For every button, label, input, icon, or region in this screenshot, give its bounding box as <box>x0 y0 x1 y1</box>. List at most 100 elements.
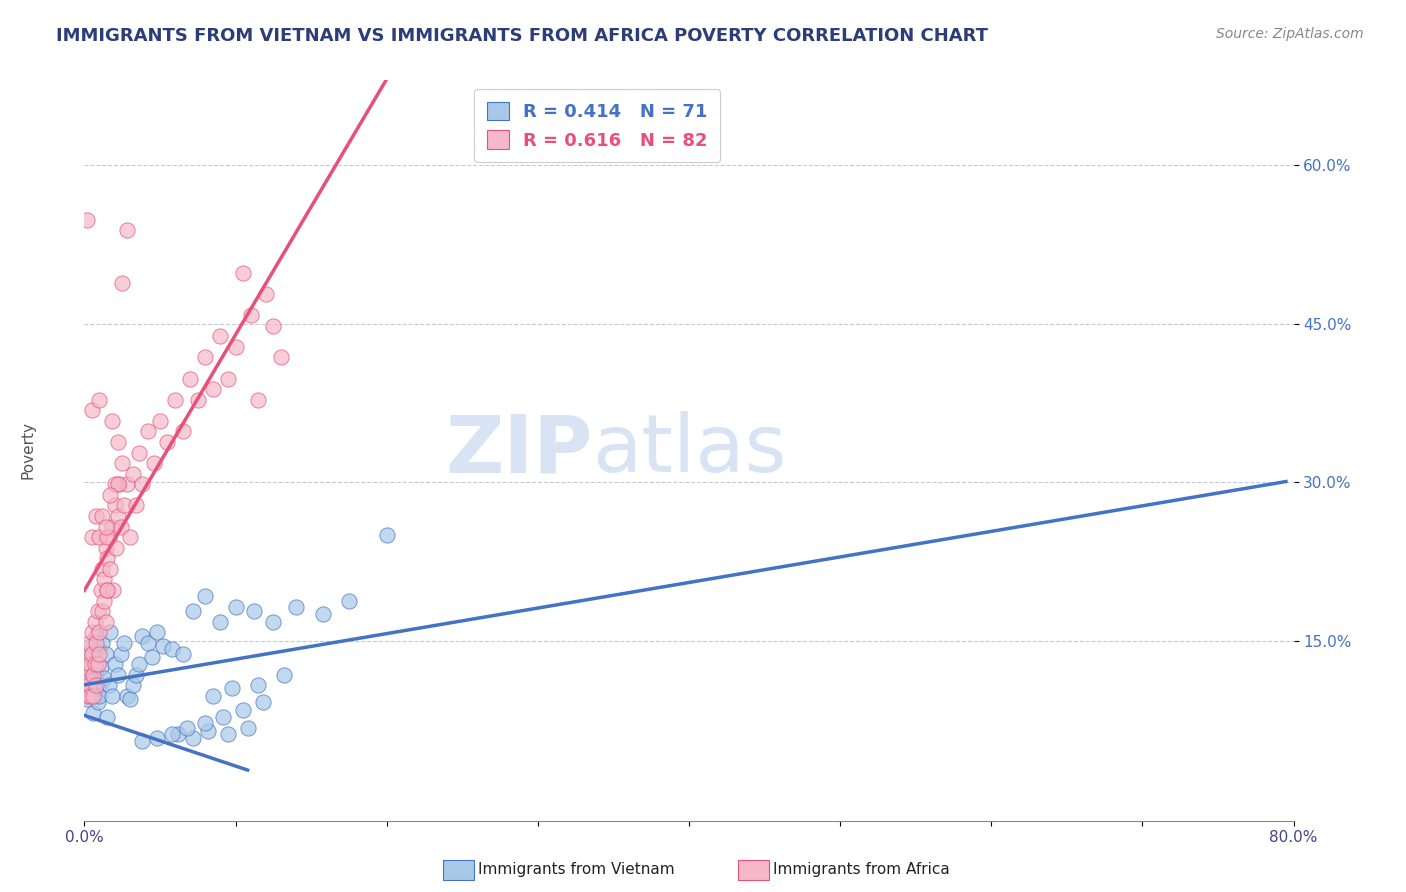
Point <box>131 628 153 642</box>
Point <box>87 657 110 672</box>
Point <box>86 636 108 650</box>
Point <box>84 657 107 672</box>
Point <box>101 583 124 598</box>
Point <box>79 689 101 703</box>
Point <box>84 689 107 703</box>
Point <box>89 647 111 661</box>
Legend: R = 0.414   N = 71, R = 0.616   N = 82: R = 0.414 N = 71, R = 0.616 N = 82 <box>474 89 720 162</box>
Point <box>86 628 108 642</box>
Point <box>217 371 239 385</box>
Point <box>273 667 295 681</box>
Point <box>209 329 232 343</box>
Point <box>76 647 98 661</box>
Point <box>201 382 224 396</box>
Point <box>131 734 153 748</box>
Point <box>89 530 111 544</box>
Point <box>105 541 128 555</box>
Point <box>100 519 122 533</box>
Point <box>107 509 129 524</box>
Point <box>90 583 112 598</box>
Point <box>121 467 143 481</box>
Point <box>262 318 284 333</box>
Point <box>82 706 104 720</box>
Point <box>96 530 118 544</box>
Point <box>146 731 169 746</box>
Point <box>225 340 247 354</box>
Y-axis label: Poverty: Poverty <box>21 421 35 480</box>
Point <box>91 636 114 650</box>
Point <box>232 703 254 717</box>
Point <box>194 716 217 731</box>
Point <box>96 583 118 598</box>
Point <box>115 223 138 237</box>
Point <box>77 636 100 650</box>
Point <box>252 695 274 709</box>
Point <box>87 695 110 709</box>
Point <box>225 599 247 614</box>
Point <box>187 392 209 407</box>
Point <box>217 727 239 741</box>
Point <box>80 530 103 544</box>
Point <box>115 477 138 491</box>
Point <box>136 636 159 650</box>
Point <box>86 667 108 681</box>
Point <box>125 499 148 513</box>
Point <box>100 414 122 428</box>
Point <box>197 723 219 738</box>
Point <box>79 657 101 672</box>
Text: atlas: atlas <box>592 411 786 490</box>
Point <box>104 657 127 672</box>
Text: ZIP: ZIP <box>444 411 592 490</box>
Point <box>108 477 131 491</box>
Point <box>262 615 284 629</box>
Point <box>98 625 121 640</box>
Point <box>111 456 134 470</box>
Point <box>77 678 100 692</box>
Point <box>285 599 308 614</box>
Point <box>110 519 132 533</box>
Point <box>247 392 270 407</box>
Point <box>112 499 135 513</box>
Point <box>128 445 150 459</box>
Point <box>91 509 114 524</box>
Point <box>80 647 103 661</box>
Point <box>172 425 194 439</box>
Point <box>194 590 217 604</box>
Point <box>76 213 98 227</box>
Point <box>165 392 187 407</box>
Point <box>82 689 104 703</box>
Point <box>90 660 112 674</box>
Point <box>111 277 134 291</box>
Point <box>160 727 183 741</box>
Point <box>125 667 148 681</box>
Point <box>94 615 117 629</box>
Point <box>172 647 194 661</box>
Point <box>118 530 141 544</box>
Point <box>141 649 163 664</box>
Point <box>142 456 165 470</box>
Point <box>94 647 117 661</box>
Point <box>97 530 120 544</box>
Point <box>149 414 172 428</box>
Point <box>201 689 224 703</box>
Point <box>221 681 243 696</box>
Point <box>76 689 98 703</box>
Point <box>107 477 129 491</box>
Point <box>254 287 277 301</box>
Point <box>337 593 360 607</box>
Point <box>194 351 217 365</box>
Point <box>94 541 117 555</box>
Point <box>98 562 121 576</box>
Point <box>121 678 143 692</box>
Point <box>212 710 235 724</box>
Point <box>84 615 107 629</box>
Point <box>76 655 98 669</box>
Point <box>82 667 104 681</box>
Point <box>104 499 127 513</box>
Point <box>80 403 103 417</box>
Text: IMMIGRANTS FROM VIETNAM VS IMMIGRANTS FROM AFRICA POVERTY CORRELATION CHART: IMMIGRANTS FROM VIETNAM VS IMMIGRANTS FR… <box>56 27 988 45</box>
Point <box>104 477 127 491</box>
Point <box>270 351 292 365</box>
Point <box>181 604 204 618</box>
Point <box>93 671 115 685</box>
